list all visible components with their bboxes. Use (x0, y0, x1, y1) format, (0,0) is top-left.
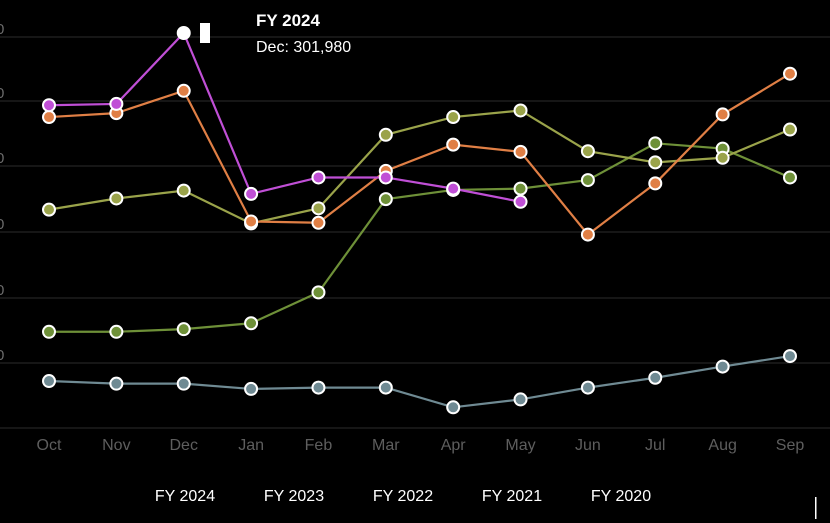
y-tick-label: 0 (0, 216, 4, 233)
data-point[interactable] (715, 359, 730, 374)
legend-item[interactable]: FY 2020 (591, 488, 651, 505)
data-point[interactable] (648, 176, 663, 191)
x-tick-label: Mar (372, 437, 400, 454)
data-point[interactable] (244, 186, 259, 201)
data-point[interactable] (513, 194, 528, 209)
tooltip: FY 2024 Dec: 301,980 (200, 11, 351, 56)
data-point[interactable] (580, 144, 595, 159)
x-tick-label: Apr (441, 437, 467, 454)
data-point[interactable] (378, 192, 393, 207)
legend-item[interactable]: FY 2021 (482, 488, 542, 505)
data-point[interactable] (648, 370, 663, 385)
data-point[interactable] (513, 103, 528, 118)
data-point[interactable] (580, 380, 595, 395)
y-axis-tick-labels: 0 0 0 0 0 0 (0, 21, 4, 364)
legend-item[interactable]: FY 2024 (155, 488, 215, 505)
data-point[interactable] (715, 107, 730, 122)
series-line (48, 72, 791, 237)
data-point[interactable] (176, 83, 191, 98)
legend-item[interactable]: FY 2022 (373, 488, 433, 505)
data-point[interactable] (580, 173, 595, 188)
data-point[interactable] (244, 214, 259, 229)
data-point[interactable] (42, 110, 56, 125)
y-tick-label: 0 (0, 85, 4, 102)
series-line (48, 31, 521, 203)
x-tick-label: Oct (37, 437, 62, 454)
data-point[interactable] (244, 316, 259, 331)
y-tick-label: 0 (0, 21, 4, 38)
data-point[interactable] (513, 392, 528, 407)
x-tick-label: Dec (170, 437, 198, 454)
data-point[interactable] (580, 227, 595, 242)
data-point[interactable] (109, 324, 124, 339)
data-point[interactable] (513, 181, 528, 196)
text-cursor (815, 497, 817, 519)
data-point[interactable] (109, 96, 124, 111)
tooltip-title: FY 2024 (256, 11, 321, 30)
data-point[interactable] (446, 110, 461, 125)
data-point[interactable] (715, 150, 730, 165)
data-point[interactable] (311, 380, 326, 395)
data-point[interactable] (42, 202, 56, 217)
data-point[interactable] (783, 122, 797, 137)
x-tick-label: May (505, 437, 535, 454)
data-point[interactable] (176, 183, 191, 198)
x-tick-label: Sep (776, 437, 805, 454)
x-tick-label: Jul (645, 437, 665, 454)
y-tick-label: 0 (0, 150, 4, 167)
data-point[interactable] (311, 215, 326, 230)
series-line (48, 354, 791, 409)
data-point[interactable] (42, 324, 56, 339)
legend-item[interactable]: FY 2023 (264, 488, 324, 505)
x-tick-label: Jan (238, 437, 264, 454)
data-point[interactable] (513, 144, 528, 159)
data-point[interactable] (378, 380, 393, 395)
data-point[interactable] (42, 98, 56, 113)
data-point[interactable] (648, 155, 663, 170)
x-tick-label: Aug (708, 437, 736, 454)
data-point[interactable] (311, 285, 326, 300)
x-axis-tick-labels: Oct Nov Dec Jan Feb Mar Apr May Jun Jul Aug Sep (37, 437, 805, 454)
data-point[interactable] (311, 170, 326, 185)
series-line (48, 109, 791, 225)
data-point[interactable] (378, 127, 393, 142)
data-point[interactable] (176, 322, 191, 337)
data-point[interactable] (378, 170, 393, 185)
data-point[interactable] (176, 376, 191, 391)
data-point[interactable] (109, 191, 124, 206)
data-point[interactable] (783, 170, 797, 185)
data-point[interactable] (244, 381, 259, 396)
data-point[interactable] (311, 201, 326, 216)
data-point[interactable] (783, 66, 797, 81)
tooltip-value: Dec: 301,980 (256, 39, 351, 56)
y-tick-label: 0 (0, 282, 4, 299)
series-points (42, 26, 797, 415)
series-lines (48, 31, 791, 409)
series-line (49, 142, 791, 333)
data-point[interactable] (648, 136, 663, 151)
x-tick-label: Feb (305, 437, 333, 454)
x-tick-label: Nov (102, 437, 130, 454)
data-point[interactable] (446, 137, 461, 152)
tooltip-marker (200, 23, 210, 43)
legend: FY 2024 FY 2023 FY 2022 FY 2021 FY 2020 (155, 488, 651, 505)
data-point[interactable] (176, 26, 191, 40)
grid-lines (0, 36, 830, 429)
data-point[interactable] (42, 374, 56, 389)
data-point[interactable] (109, 376, 124, 391)
y-tick-label: 0 (0, 347, 4, 364)
data-point[interactable] (446, 400, 461, 415)
data-point[interactable] (783, 349, 797, 364)
x-tick-label: Jun (575, 437, 601, 454)
data-point[interactable] (446, 181, 461, 196)
